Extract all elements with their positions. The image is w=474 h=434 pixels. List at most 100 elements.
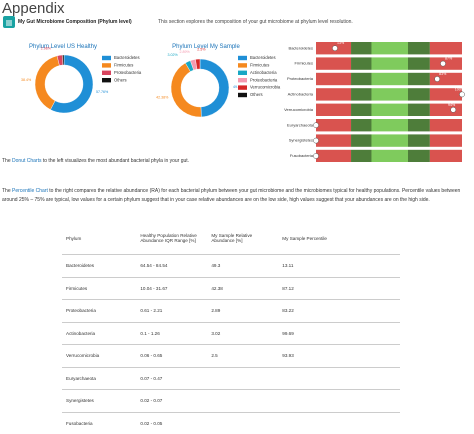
table-row: Bacteroidetes 64.54 - 84.54 49.3 13.11 <box>62 254 400 277</box>
legend-swatch <box>238 63 247 68</box>
table-cell: Fusobacteria <box>62 411 137 434</box>
page-title: Appendix <box>2 0 65 17</box>
table-row: Actinobacteria 0.1 - 1.26 3.02 99.69 <box>62 321 400 345</box>
legend-swatch <box>102 70 111 75</box>
legend-label: Proteobacteria <box>250 77 278 82</box>
percentile-band <box>316 57 352 70</box>
percentile-band <box>316 88 352 101</box>
donut-value-label: 3.02% <box>168 53 179 57</box>
percentile-band <box>429 119 462 132</box>
percentile-band <box>351 57 372 70</box>
percentile-band <box>407 103 430 116</box>
percentile-band <box>351 134 372 147</box>
percentile-band <box>429 134 462 147</box>
legend-swatch <box>102 63 111 68</box>
abundance-table: Phylum Healthy Population Relative Abunda… <box>62 222 400 434</box>
percentile-band <box>371 149 408 162</box>
paragraph-percentile: The Percentile Chart to the right compar… <box>2 187 470 205</box>
legend-swatch <box>238 78 247 83</box>
percentile-band <box>371 57 408 70</box>
donut-value-label: 42.38% <box>156 95 169 99</box>
percentile-label: 87% <box>445 57 453 61</box>
link[interactable]: Percentile Chart <box>12 188 48 194</box>
row-label: Fusobacteria <box>290 153 314 158</box>
percentile-label: 83% <box>439 72 447 76</box>
text: The <box>2 158 11 164</box>
header-cell: Healthy Population Relative Abundance IQ… <box>140 233 197 243</box>
donut-slice <box>50 54 94 114</box>
table-cell: Synergistetes <box>62 389 137 412</box>
table-cell: 99.69 <box>278 321 400 345</box>
text: to the right compares the relative abund… <box>2 188 461 203</box>
percentile-band <box>371 42 408 55</box>
legend-label: Verrucomicrobia <box>250 85 281 90</box>
donut-title: Phylum Level US Healthy <box>29 44 97 50</box>
row-label: Firmicutes <box>295 61 313 66</box>
percentile-band <box>407 88 430 101</box>
table-cell: 2.5 <box>207 344 279 367</box>
table-cell <box>207 411 279 434</box>
legend-swatch <box>238 85 247 90</box>
percentile-band <box>429 103 462 116</box>
donut-slice <box>170 62 202 118</box>
donut-value-label: 2.89% <box>179 50 190 54</box>
percentile-band <box>351 88 372 101</box>
percentile-band <box>316 134 352 147</box>
percentile-marker <box>450 106 457 113</box>
percentile-band <box>407 149 430 162</box>
table-row: Proteobacteria 0.61 - 2.21 2.89 83.22 <box>62 299 400 322</box>
row-label: Synergistetes <box>289 138 313 143</box>
table-row: Synergistetes 0.02 - 0.07 <box>62 389 400 412</box>
percentile-marker <box>313 137 319 144</box>
donut-value-label: 57.76% <box>96 90 109 94</box>
percentile-marker <box>313 153 319 159</box>
percentile-band <box>371 119 408 132</box>
table-cell: Euryarchaeota <box>62 366 137 390</box>
icon-glyph <box>6 20 12 26</box>
row-label: Verrucomicrobia <box>284 107 314 112</box>
donut-slice <box>195 58 201 70</box>
table-cell: 83.22 <box>278 299 400 322</box>
table-cell: 0.02 - 0.07 <box>136 389 208 412</box>
legend-label: Bacteroidetes <box>250 55 276 60</box>
table-cell <box>278 366 400 390</box>
table-cell: 2.89 <box>207 299 279 322</box>
donut-slice <box>62 54 65 66</box>
row-label: Bacteroidetes <box>289 45 313 50</box>
table-row: Verrucomicrobia 0.06 - 0.65 2.5 93.93 <box>62 344 400 367</box>
legend-swatch <box>238 70 247 75</box>
percentile-band <box>351 119 372 132</box>
table-cell <box>278 389 400 412</box>
percentile-band <box>407 134 430 147</box>
percentile-band <box>351 149 372 162</box>
percentile-band <box>316 72 352 86</box>
percentile-marker <box>313 122 319 129</box>
percentile-band <box>316 103 352 116</box>
percentile-band <box>407 119 430 132</box>
percentile-band <box>371 134 408 147</box>
legend-label: Proteobacteria <box>114 70 142 75</box>
header-cell: My Sample Relative Abundance [%] <box>211 233 253 243</box>
table-cell <box>278 411 400 434</box>
donut-title: Phylum Level My Sample <box>172 44 240 50</box>
percentile-band <box>407 57 430 70</box>
link[interactable]: Donut Charts <box>12 158 42 164</box>
table-cell: 0.07 - 0.47 <box>136 366 208 390</box>
legend-swatch <box>102 78 111 83</box>
table-cell: 13.11 <box>278 254 400 277</box>
table-cell: Actinobacteria <box>62 321 137 345</box>
legend-swatch <box>238 92 247 98</box>
legend-swatch <box>102 55 111 61</box>
percentile-label: 100% <box>455 87 465 91</box>
header-cell: My Sample Percentile <box>282 235 327 241</box>
table-cell: Proteobacteria <box>62 299 137 322</box>
table-row: Firmicutes 10.04 - 31.67 42.38 87.12 <box>62 276 400 300</box>
percentile-band <box>429 72 462 86</box>
table-cell: 3.02 <box>207 321 279 345</box>
legend-label: Others <box>250 92 263 97</box>
table-cell: 87.12 <box>278 276 400 300</box>
legend-label: Actinobacteria <box>250 70 277 75</box>
table-cell: 93.93 <box>278 344 400 367</box>
table-cell: 0.02 - 0.05 <box>136 411 208 434</box>
